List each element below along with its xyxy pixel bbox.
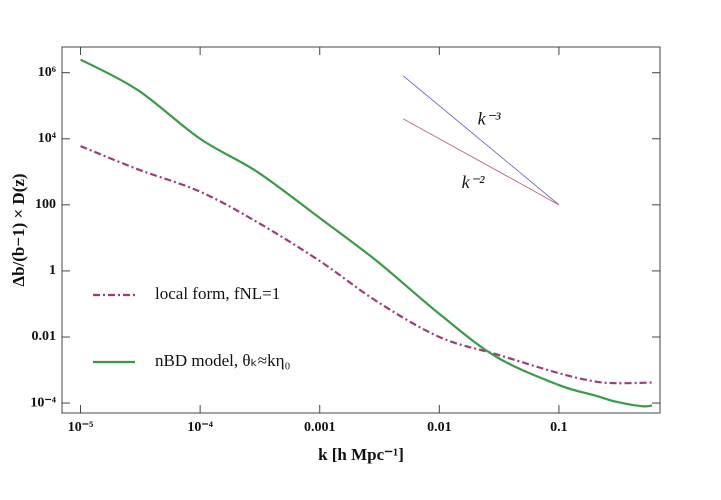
series-line	[80, 145, 653, 385]
x-axis-label: k [h Mpc⁻¹]	[318, 445, 404, 464]
line-annotation: k⁻³	[478, 109, 501, 129]
y-tick-label: 100	[35, 197, 56, 212]
y-tick-label: 10⁻⁴	[30, 395, 56, 410]
series-line	[80, 58, 653, 408]
y-tick-label: 10⁴	[38, 131, 57, 146]
x-tick-label: 0.1	[550, 420, 568, 435]
x-tick-label: 0.001	[304, 420, 336, 435]
y-tick-label: 10⁶	[38, 65, 56, 80]
plot-frame	[61, 46, 661, 414]
x-tick-label: 10⁻⁴	[187, 420, 213, 435]
y-tick-label: 1	[49, 263, 56, 278]
y-tick-label: 0.01	[32, 329, 57, 344]
series-line	[403, 75, 560, 206]
x-tick-label: 10⁻⁵	[68, 420, 94, 435]
legend-label: local form, fNL=1	[155, 284, 280, 303]
line-annotation: k⁻²	[462, 172, 485, 192]
series-line	[403, 118, 560, 206]
x-tick-label: 0.01	[427, 420, 452, 435]
legend-label: nBD model, θₖ≈kη₀	[155, 351, 290, 370]
y-axis-label: Δb/(b−1) × D(z)	[9, 173, 28, 286]
